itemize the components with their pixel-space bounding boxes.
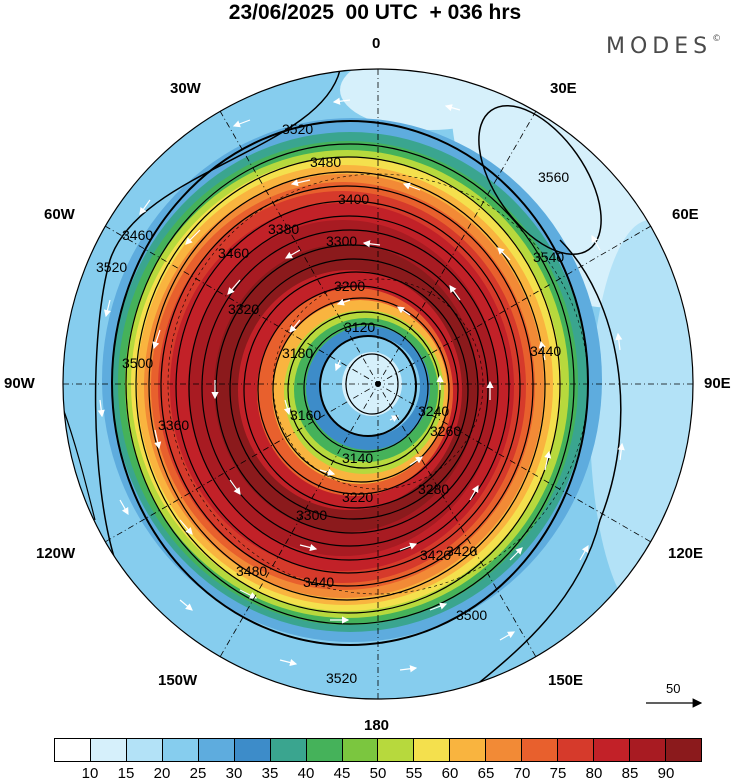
contour-label: 3120 — [344, 319, 375, 335]
colorbar-segment — [270, 739, 307, 761]
colorbar-segment — [414, 739, 451, 761]
colorbar-segment — [665, 739, 701, 761]
contour-label: 3540 — [533, 249, 564, 265]
colorbar-tick-label: 35 — [261, 765, 279, 782]
colorbar-tick-label: 55 — [405, 765, 423, 782]
colorbar-segment — [522, 739, 559, 761]
reference-vector-label: 50 — [666, 681, 681, 696]
colorbar — [54, 738, 702, 762]
contour-label: 3360 — [158, 417, 189, 433]
lon-label-150w: 150W — [158, 672, 198, 689]
lon-label-180: 180 — [364, 717, 390, 734]
contour-label: 3240 — [418, 403, 449, 419]
map-title: 23/06/2025 00 UTC + 036 hrs — [228, 1, 522, 24]
colorbar-tick-label: 75 — [549, 765, 567, 782]
colorbar-segment — [162, 739, 199, 761]
contour-label: 3260 — [430, 423, 461, 439]
contour-label: 3400 — [338, 191, 369, 207]
colorbar-segment — [90, 739, 127, 761]
contour-label: 3500 — [122, 355, 153, 371]
colorbar-tick-label: 70 — [513, 765, 531, 782]
brand-text: MODES — [606, 34, 713, 59]
contour-label: 3480 — [310, 154, 341, 170]
wind-vectors — [97, 97, 625, 673]
colorbar-tick-label: 40 — [297, 765, 315, 782]
map-boundary — [62, 68, 694, 700]
colorbar-segment — [198, 739, 235, 761]
colorbar-tick-label: 50 — [369, 765, 387, 782]
colorbar-segment — [234, 739, 271, 761]
colorbar-tick-label: 60 — [441, 765, 459, 782]
contour-label: 3480 — [236, 563, 267, 579]
colorbar-segment — [378, 739, 415, 761]
colorbar-tick-label: 15 — [117, 765, 135, 782]
lon-label-60w: 60W — [44, 206, 75, 223]
colorbar-tick-label: 85 — [621, 765, 639, 782]
contour-label: 3520 — [96, 259, 127, 275]
lon-label-60e: 60E — [672, 206, 699, 223]
copyright-mark: © — [712, 34, 722, 44]
contour-label: 3140 — [342, 450, 373, 466]
latitude-circles — [167, 173, 589, 595]
colorbar-tick-label: 65 — [477, 765, 495, 782]
contour-label: 3320 — [228, 301, 259, 317]
colorbar-segment — [486, 739, 523, 761]
colorbar-segment — [594, 739, 630, 761]
pole-marker — [375, 381, 381, 387]
contour-label: 3560 — [538, 169, 569, 185]
contour-label: 3460 — [218, 245, 249, 261]
contour-label: 3520 — [282, 121, 313, 137]
contour-label: 3300 — [296, 507, 327, 523]
contour-label: 3520 — [326, 670, 357, 686]
contour-label: 3440 — [303, 574, 334, 590]
contour-label: 3460 — [122, 227, 153, 243]
lon-label-150e: 150E — [548, 672, 584, 689]
colorbar-tick-labels: 10 15 20 25 30 35 40 45 50 55 60 65 70 75 80 85 90 — [54, 765, 702, 782]
contour-label: 3420 — [420, 547, 451, 563]
vector-ring-inner — [283, 298, 444, 476]
colorbar-tick-label: 25 — [189, 765, 207, 782]
colorbar-segment — [55, 739, 91, 761]
colorbar-segment — [306, 739, 343, 761]
colorbar-tick-label: 20 — [153, 765, 171, 782]
colorbar-tick-label: 80 — [585, 765, 603, 782]
polar-wind-map: 3520 3480 3400 3380 3300 3200 3120 3180 … — [62, 68, 694, 700]
contour-label: 3180 — [282, 345, 313, 361]
contour-label: 3500 — [456, 607, 487, 623]
contour-label: 3440 — [530, 343, 561, 359]
vector-ring-outer — [97, 97, 625, 673]
colorbar-tick-label: 45 — [333, 765, 351, 782]
contour-label: 3420 — [446, 543, 477, 559]
colorbar-tick-label: 90 — [657, 765, 675, 782]
colorbar-segment — [558, 739, 595, 761]
contour-label-layer: 3520 3480 3400 3380 3300 3200 3120 3180 … — [96, 121, 569, 686]
vector-ring-jet — [152, 179, 552, 624]
lon-label-120w: 120W — [36, 545, 76, 562]
contour-label: 3300 — [326, 233, 357, 249]
lon-label-30w: 30W — [170, 80, 201, 97]
colorbar-segment — [342, 739, 379, 761]
brand-logo: MODES© — [606, 34, 721, 59]
lon-label-90w: 90W — [4, 375, 35, 392]
colorbar-segment — [630, 739, 666, 761]
height-contours — [63, 69, 622, 699]
contour-label: 3160 — [290, 407, 321, 423]
reference-vector-arrow — [646, 698, 703, 708]
contour-label: 3200 — [334, 278, 365, 294]
contour-label: 3380 — [268, 221, 299, 237]
lon-label-120e: 120E — [668, 545, 704, 562]
colorbar-tick-label: 10 — [81, 765, 99, 782]
lon-label-0: 0 — [372, 35, 381, 52]
contour-label: 3280 — [418, 481, 449, 497]
lon-label-90e: 90E — [704, 375, 731, 392]
colorbar-segment — [126, 739, 163, 761]
contour-label: 3220 — [342, 489, 373, 505]
colorbar-tick-label: 30 — [225, 765, 243, 782]
lon-label-30e: 30E — [550, 80, 577, 97]
colorbar-segment — [450, 739, 487, 761]
